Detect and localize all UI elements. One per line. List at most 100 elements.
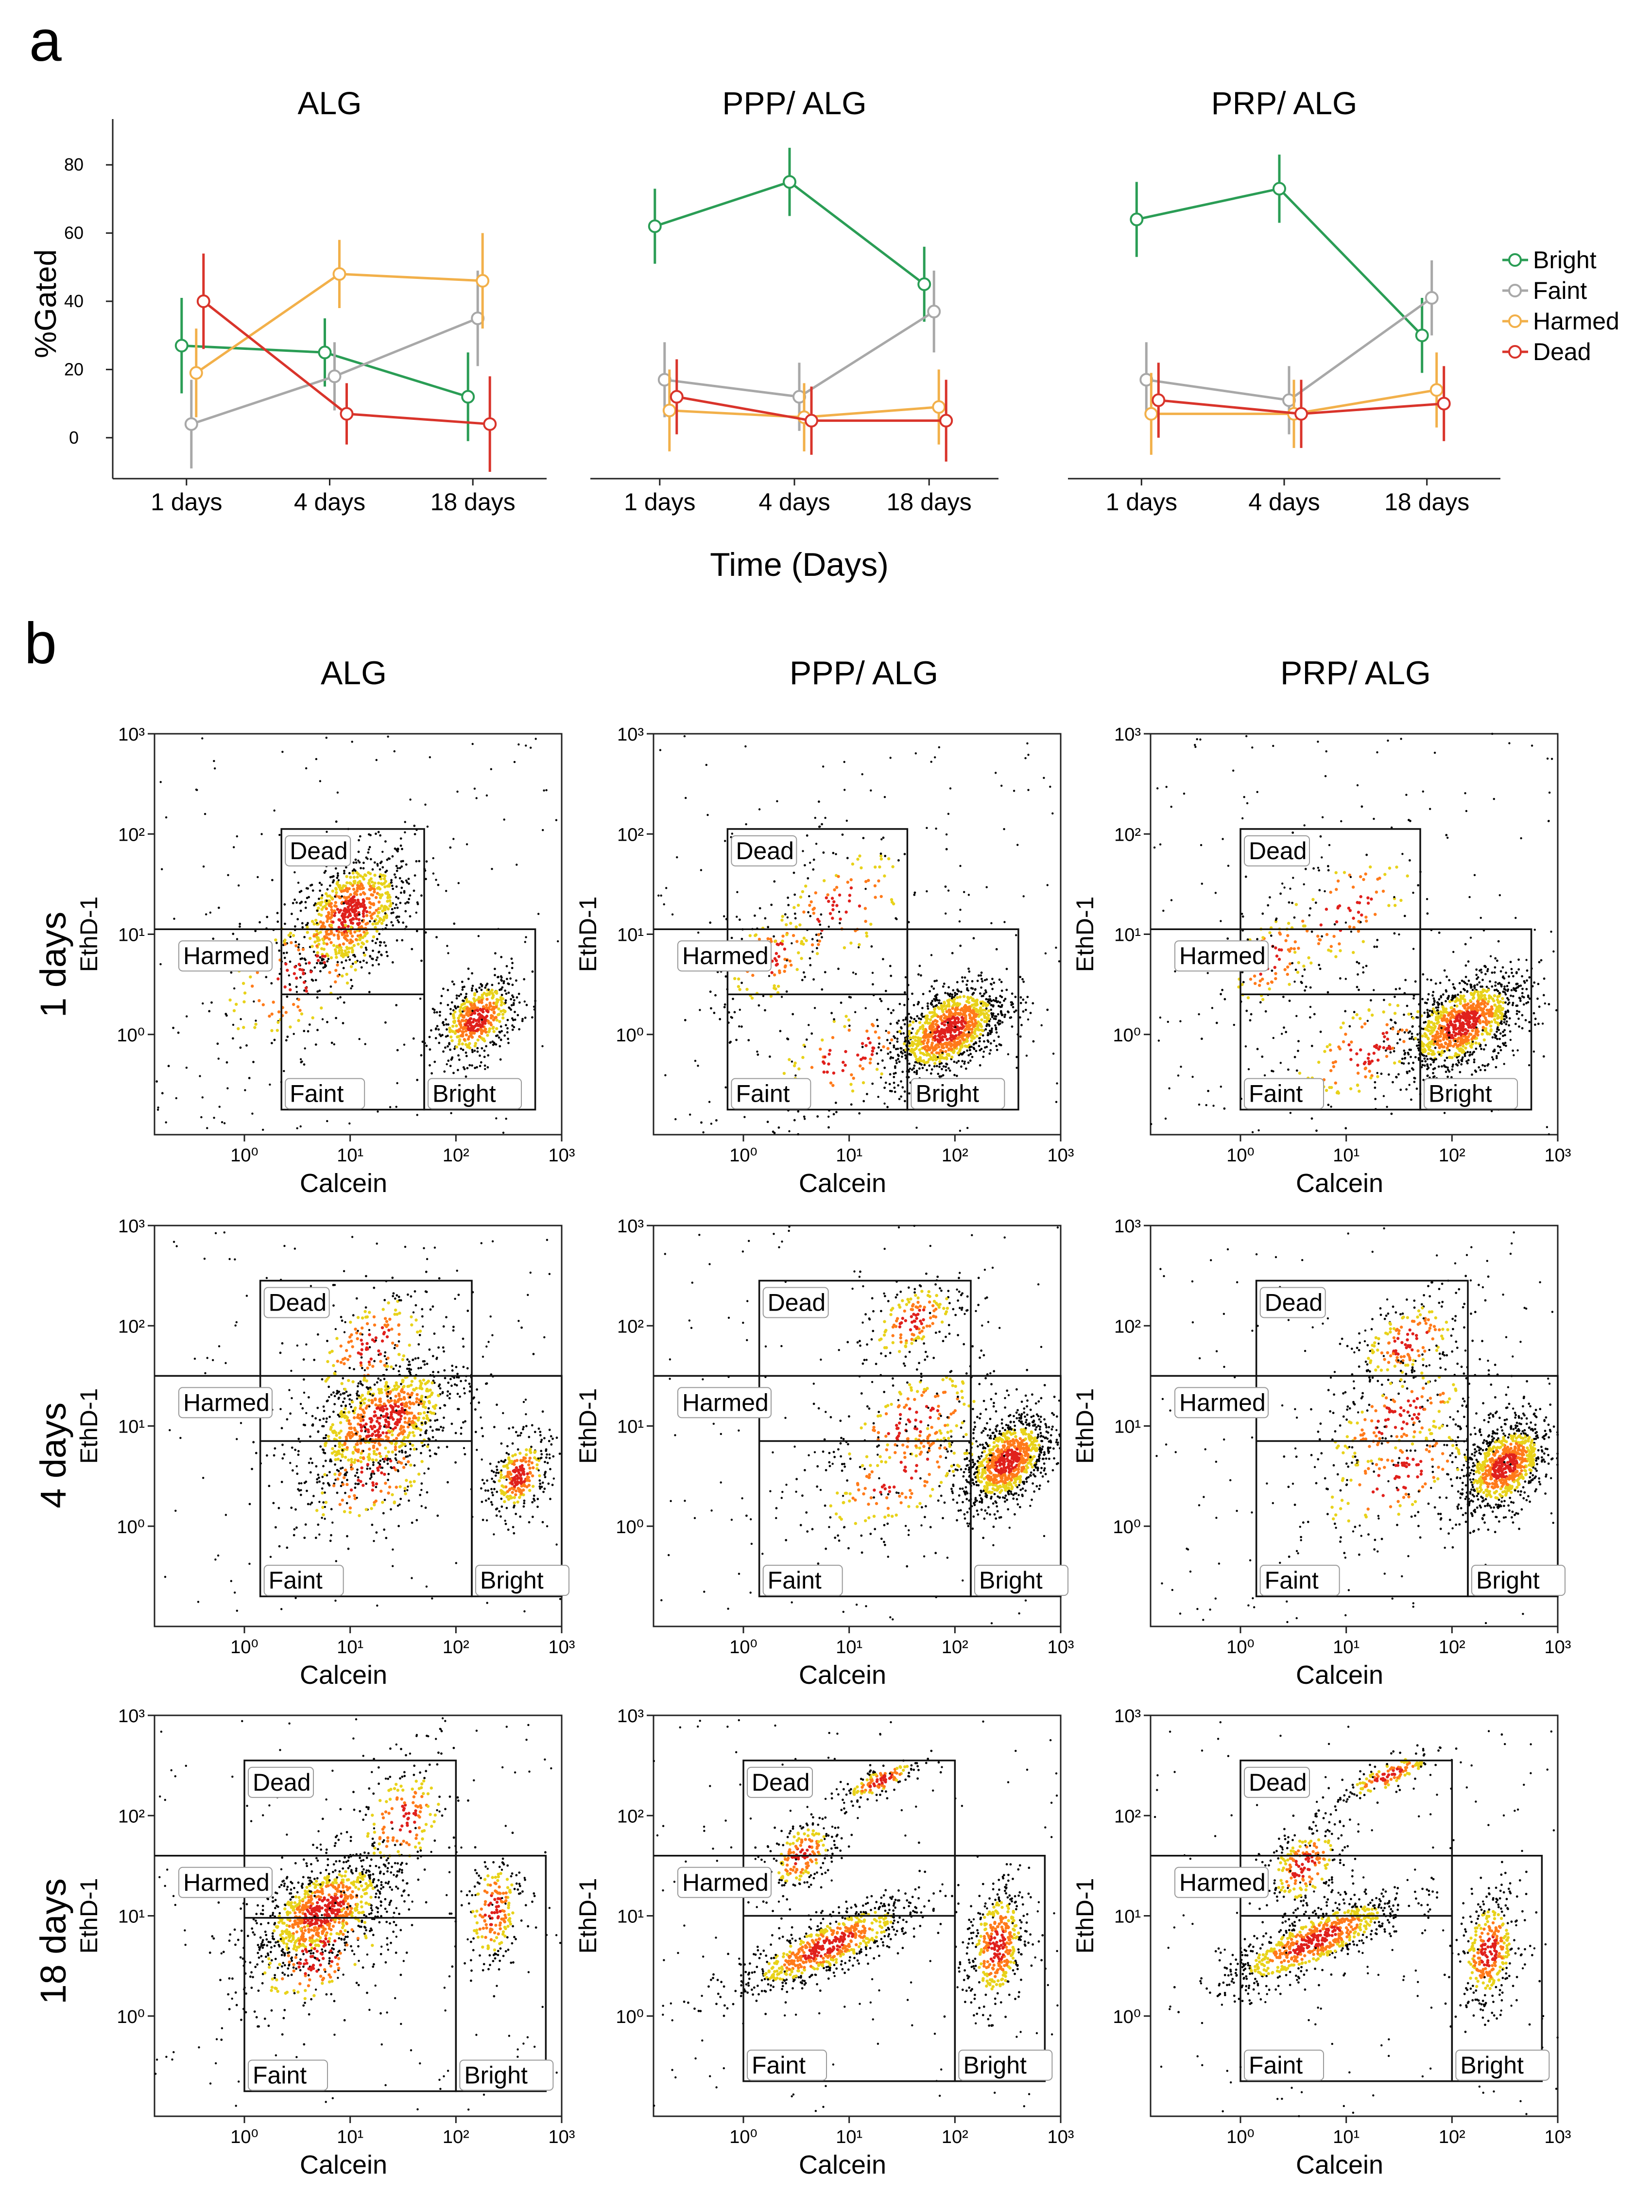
y-tick-label: 10⁰	[1113, 2007, 1141, 2027]
x-tick-label: 10²	[443, 2127, 469, 2147]
gate-label-bright: Bright	[911, 1078, 1005, 1109]
axis-ticks: 10⁰ 10⁰ 10¹ 10¹ 10² 10² 10³ 10³	[117, 1216, 575, 1658]
legend: Bright Faint Harmed Dead	[1502, 246, 1619, 365]
svg-text:Bright: Bright	[432, 1080, 496, 1107]
axis-ticks: 10⁰ 10⁰ 10¹ 10¹ 10² 10² 10³ 10³	[616, 725, 1074, 1166]
gates	[155, 828, 536, 1111]
x-tick-label: 10²	[942, 2127, 968, 2147]
gates	[654, 1279, 1062, 1597]
plot-frame	[653, 733, 1062, 1136]
y-tick-label: 80	[64, 155, 84, 174]
y-tick-label: 10³	[617, 1216, 644, 1237]
x-axis-label: Calcein	[799, 1169, 886, 1198]
x-axis-label: Calcein	[799, 1660, 886, 1690]
chart-title: PPP/ ALG	[722, 85, 866, 121]
gate-label-bright: Bright	[428, 1078, 522, 1109]
x-tick-label: 10¹	[836, 2127, 862, 2147]
gate-label-bright: Bright	[1455, 2049, 1550, 2081]
y-tick-label: 10⁰	[616, 2007, 644, 2027]
legend-label-harmed: Harmed	[1533, 308, 1619, 335]
gate-label-dead: Dead	[285, 835, 351, 866]
x-tick-label: 10³	[549, 1637, 575, 1658]
gates	[1151, 828, 1532, 1111]
gate-label-faint: Faint	[1244, 1078, 1325, 1109]
gate-label-dead: Dead	[1244, 1766, 1310, 1798]
gates	[654, 1760, 1046, 2082]
axis-ticks: 10⁰ 10⁰ 10¹ 10¹ 10² 10² 10³ 10³	[1113, 725, 1571, 1166]
y-tick-label: 10¹	[118, 1417, 145, 1437]
gate-label-faint: Faint	[248, 2059, 328, 2091]
data-point	[327, 369, 342, 383]
scatter-points	[657, 735, 1061, 1136]
legend-label-bright: Bright	[1533, 246, 1597, 274]
legend-label-dead: Dead	[1533, 338, 1591, 365]
gate-label-dead: Dead	[762, 1287, 829, 1318]
gate-label-harmed: Harmed	[677, 1866, 772, 1898]
chart-title: PRP/ ALG	[1211, 85, 1358, 121]
y-tick-label: 10²	[118, 1806, 145, 1827]
y-tick-label: 10²	[617, 1806, 644, 1827]
axis-ticks: 10⁰ 10⁰ 10¹ 10¹ 10² 10² 10³ 10³	[616, 1216, 1074, 1658]
svg-text:Bright: Bright	[915, 1080, 979, 1107]
axis-ticks: 10⁰ 10⁰ 10¹ 10¹ 10² 10² 10³ 10³	[1113, 1216, 1571, 1658]
y-tick-label: 10³	[118, 725, 145, 745]
x-tick-label: 10⁰	[729, 1145, 757, 1166]
x-tick-label: 10¹	[1333, 1637, 1359, 1658]
x-tick-label: 1 days	[1106, 488, 1177, 516]
data-point	[1294, 407, 1308, 421]
gate-label-faint: Faint	[747, 2049, 827, 2081]
chart-title: ALG	[297, 85, 361, 121]
data-point	[340, 407, 354, 421]
y-tick-label: 10⁰	[117, 1025, 145, 1046]
data-point	[648, 219, 662, 233]
x-tick-label: 18 days	[1384, 488, 1469, 516]
scatter-points	[660, 1225, 1062, 1624]
x-tick-label: 10¹	[1333, 1145, 1359, 1166]
gate-label-bright: Bright	[958, 2049, 1053, 2081]
x-axis-label: Calcein	[1296, 1169, 1383, 1198]
series-dead	[1152, 363, 1451, 448]
svg-text:Faint: Faint	[736, 1080, 790, 1107]
data-point	[174, 339, 189, 353]
y-tick-label: 10¹	[617, 925, 644, 946]
x-tick-label: 10²	[1439, 1145, 1465, 1166]
y-tick-label: 60	[64, 223, 84, 243]
x-tick-label: 10⁰	[729, 2127, 757, 2147]
data-point	[1130, 212, 1144, 226]
x-axis-label: Calcein	[300, 1660, 387, 1690]
y-tick-label: 10³	[617, 725, 644, 745]
y-tick-label: 10³	[1114, 1216, 1141, 1237]
x-tick-label: 4 days	[758, 488, 830, 516]
x-axis-label: Calcein	[300, 1169, 387, 1198]
y-axis-label: EthD-1	[574, 1388, 602, 1464]
x-tick-label: 18 days	[430, 488, 516, 516]
scatter-points	[1155, 1227, 1559, 1624]
panel-b-label: b	[24, 611, 57, 676]
gate-label-faint: Faint	[263, 1565, 344, 1596]
plot-frame	[154, 1225, 563, 1627]
panel-a-x-axis-label: Time (Days)	[710, 546, 889, 583]
scatter-points	[155, 735, 559, 1134]
y-tick-label: 10⁰	[1113, 1025, 1141, 1046]
legend-item-dead: Dead	[1502, 338, 1591, 365]
y-axis-label: EthD-1	[574, 1878, 602, 1954]
x-tick-label: 10⁰	[1226, 2127, 1255, 2147]
x-axis-label: Calcein	[799, 2150, 886, 2179]
data-point	[189, 366, 203, 380]
data-point	[917, 277, 931, 291]
scatter-points	[1153, 1721, 1559, 2117]
y-tick-label: 10¹	[1114, 1417, 1141, 1437]
x-tick-label: 10²	[942, 1145, 968, 1166]
data-point	[318, 346, 332, 360]
series-harmed	[189, 233, 490, 417]
y-axis-label: EthD-1	[574, 897, 602, 972]
y-tick-label: 10²	[118, 825, 145, 845]
plot-frame	[653, 1225, 1062, 1627]
line-chart-alg: ALG 0 20 40 60 80 1 days 4 days 18 days	[64, 85, 547, 516]
x-tick-label: 10³	[549, 2127, 575, 2147]
data-point	[1429, 383, 1444, 397]
